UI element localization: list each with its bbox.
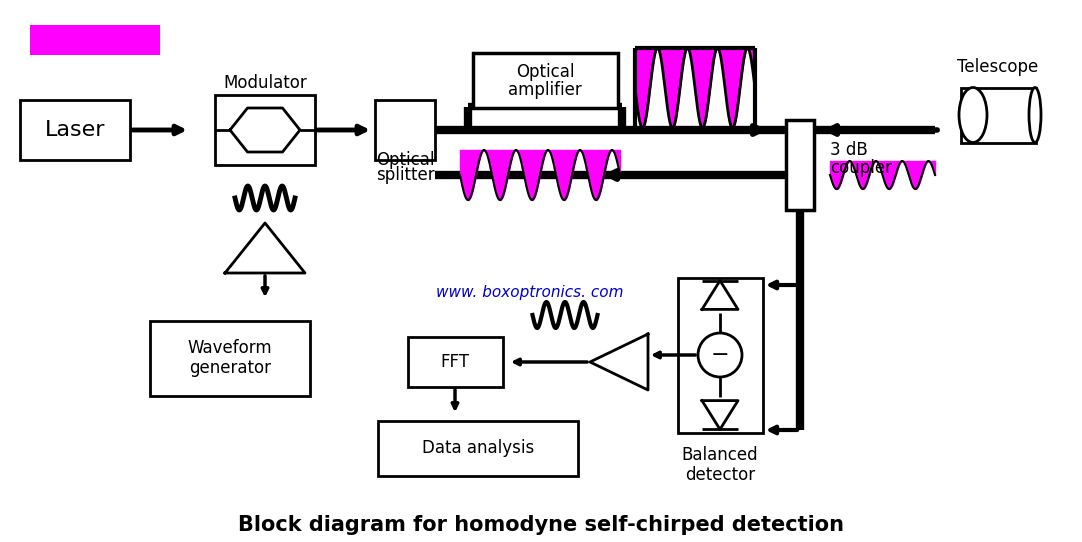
Ellipse shape: [1029, 87, 1041, 143]
Text: splitter: splitter: [375, 166, 434, 184]
Text: 3 dB: 3 dB: [830, 141, 868, 159]
Bar: [786, 120, 814, 210]
Text: Block diagram for homodyne self-chirped detection: Block diagram for homodyne self-chirped …: [238, 515, 844, 535]
Bar: [961, 87, 1035, 143]
Bar: [473, 53, 618, 107]
Text: Modulator: Modulator: [223, 74, 307, 92]
Text: −: −: [711, 345, 729, 365]
Bar: [677, 278, 763, 433]
Bar: [378, 421, 578, 475]
Text: FFT: FFT: [440, 353, 470, 371]
Circle shape: [698, 333, 742, 377]
Text: Optical: Optical: [516, 63, 575, 81]
Bar: [215, 95, 315, 165]
Text: generator: generator: [189, 359, 270, 377]
Text: Telescope: Telescope: [958, 58, 1039, 76]
Text: www. boxoptronics. com: www. boxoptronics. com: [436, 285, 623, 300]
Text: Data analysis: Data analysis: [422, 439, 535, 457]
Text: coupler: coupler: [830, 159, 892, 177]
Bar: [408, 337, 502, 387]
Ellipse shape: [959, 87, 987, 143]
Text: Optical: Optical: [375, 151, 434, 169]
Text: detector: detector: [685, 466, 755, 484]
Bar: [19, 100, 130, 160]
Text: Balanced: Balanced: [682, 446, 758, 464]
Bar: [30, 25, 160, 55]
Text: amplifier: amplifier: [509, 81, 582, 99]
Bar: [375, 100, 435, 160]
Text: Waveform: Waveform: [187, 339, 273, 357]
Text: Laser: Laser: [44, 120, 105, 140]
Bar: [150, 320, 311, 396]
